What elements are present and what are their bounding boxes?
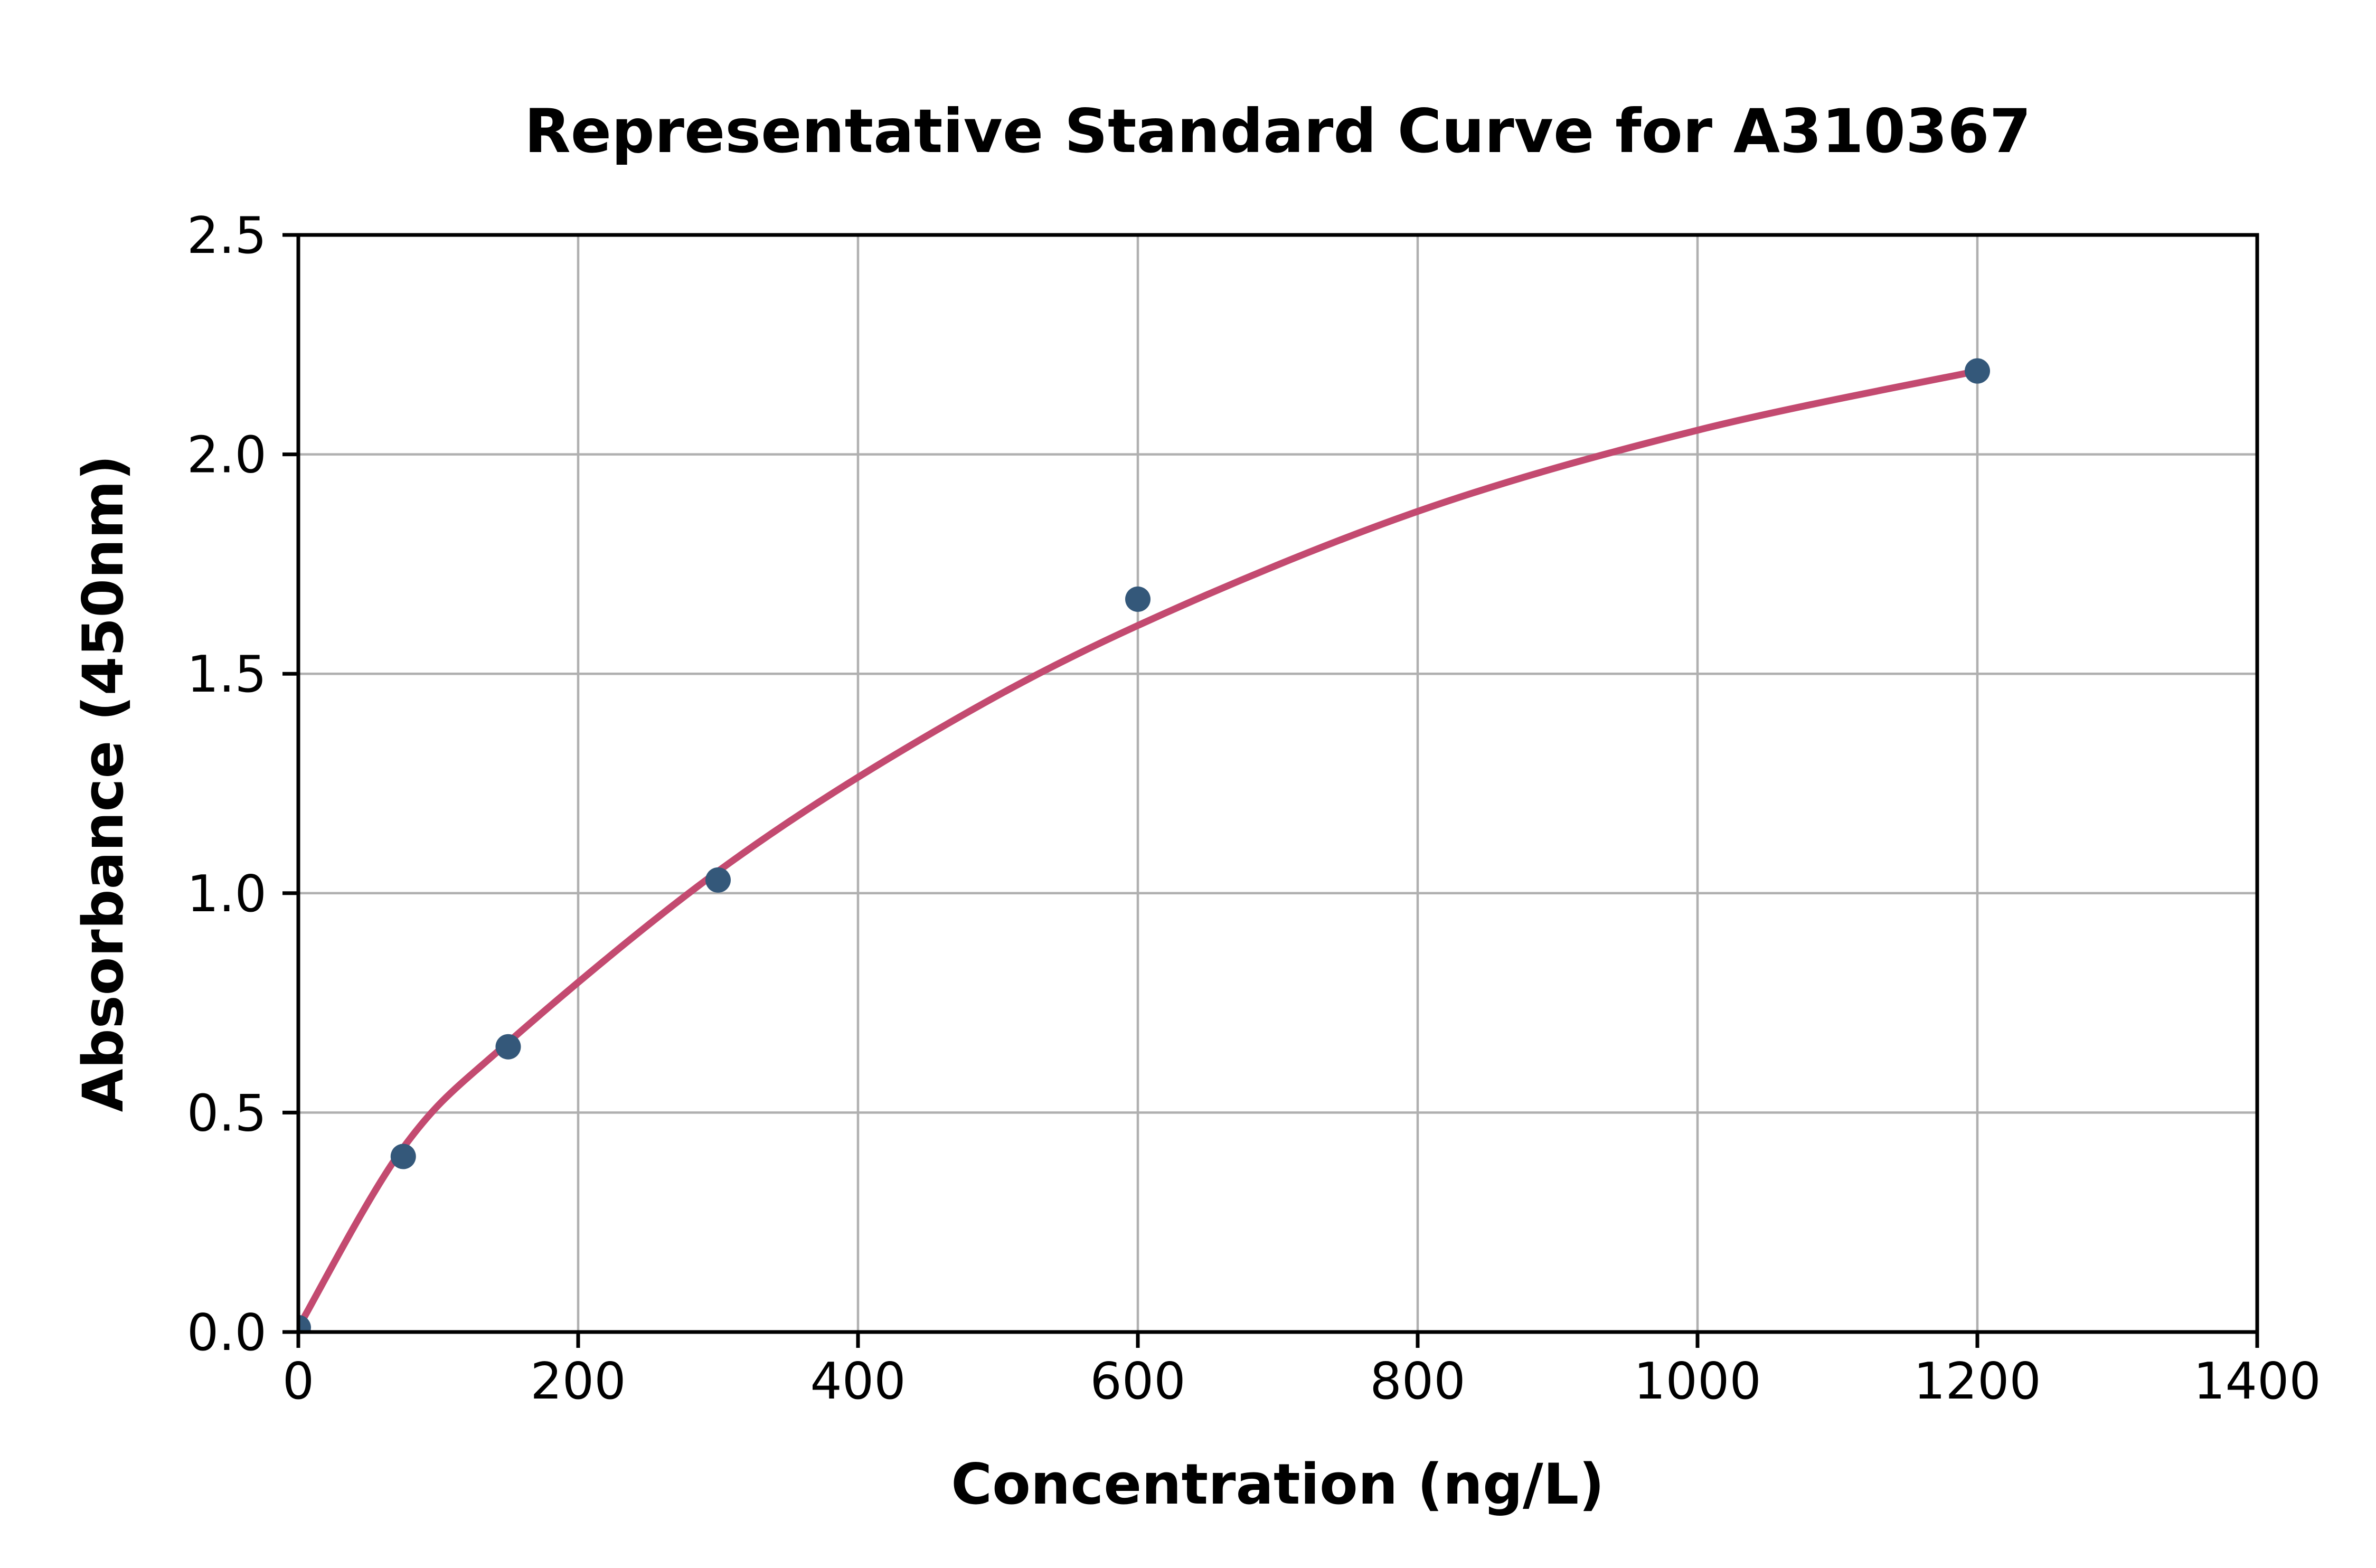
y-tick-labels: 0.0 0.5 1.0 1.5 2.0 2.5 — [187, 207, 267, 1362]
x-axis-label: Concentration (ng/L) — [951, 1452, 1604, 1517]
data-point — [495, 1034, 521, 1060]
axes-spines — [296, 233, 2259, 1334]
y-tick-label: 0.5 — [187, 1084, 267, 1142]
x-tick-label: 1400 — [2193, 1353, 2321, 1411]
y-tick-label: 0.0 — [187, 1304, 267, 1362]
x-tick-label: 1000 — [1634, 1353, 1761, 1411]
data-point — [705, 867, 731, 893]
gridlines — [298, 235, 2257, 1332]
fit-curve-line — [298, 367, 1978, 1329]
x-tick-label: 400 — [810, 1353, 906, 1411]
y-tick-label: 1.0 — [187, 865, 267, 923]
x-tick-label: 800 — [1370, 1353, 1465, 1411]
x-tick-label: 1200 — [1913, 1353, 2041, 1411]
y-tick-label: 1.5 — [187, 646, 267, 704]
chart-title: Representative Standard Curve for A31036… — [524, 96, 2031, 166]
x-tick-labels: 0 200 400 600 800 1000 1200 1400 — [282, 1353, 2321, 1411]
x-tick-label: 0 — [282, 1353, 314, 1411]
y-tick-label: 2.0 — [187, 427, 267, 485]
x-tick-label: 200 — [530, 1353, 626, 1411]
y-axis-label: Absorbance (450nm) — [71, 455, 136, 1112]
data-points — [298, 358, 1990, 1332]
plot-area — [298, 235, 2257, 1332]
data-point — [1125, 586, 1151, 612]
y-tick-label: 2.5 — [187, 207, 267, 265]
data-point — [390, 1144, 416, 1169]
data-point — [1965, 358, 1990, 384]
data-point — [298, 1315, 311, 1332]
x-tick-label: 600 — [1090, 1353, 1185, 1411]
tick-marks — [282, 233, 2259, 1348]
